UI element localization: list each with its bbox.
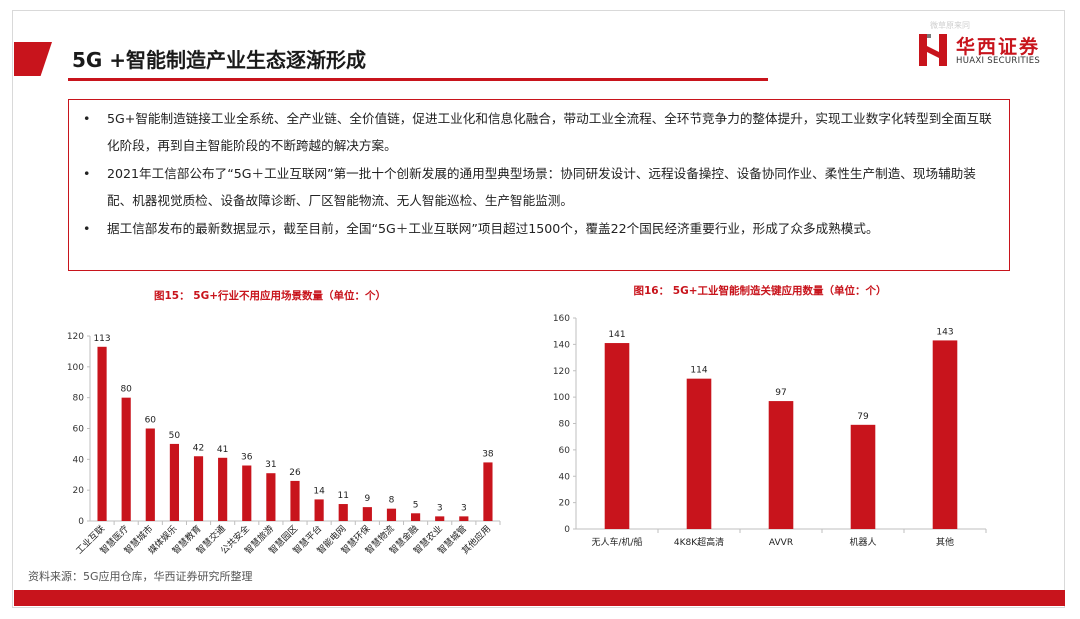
data-label: 143 [936,327,953,337]
data-label: 5 [413,500,419,510]
y-tick-label: 40 [73,455,85,465]
bar [768,401,794,529]
brand-logo: 华西证券 HUAXI SECURITIES [918,32,1068,72]
bullet-text: 5G+智能制造链接工业全系统、全产业链、全价值链，促进工业化和信息化融合，带动工… [107,111,992,153]
bullet-text: 2021年工信部公布了“5G＋工业互联网”第一批十个创新发展的通用型典型场景：协… [107,166,976,208]
page-title: 5G +智能制造产业生态逐渐形成 [72,48,367,72]
bar [218,457,228,521]
y-tick-label: 160 [553,314,570,324]
bar [290,480,300,521]
data-label: 26 [289,468,301,478]
bullet-marker: • [83,166,91,181]
summary-box: • 5G+智能制造链接工业全系统、全产业链、全价值链，促进工业化和信息化融合，带… [68,99,1010,271]
bar [338,504,348,521]
y-tick-label: 80 [559,420,571,430]
watermark-text: 微草原来同 [930,21,970,30]
data-label: 60 [145,416,157,426]
bar [850,424,876,529]
bar [193,456,204,521]
data-label: 11 [338,491,349,501]
x-tick-label: 机器人 [849,536,876,548]
bar [483,462,493,521]
bar [314,499,324,521]
data-label: 38 [482,449,494,459]
bar [604,343,630,529]
y-tick-label: 80 [73,394,85,404]
y-tick-label: 20 [73,486,85,496]
bar [362,507,372,521]
chart-title: 图16： 5G+工业智能制造关键应用数量（单位：个） [634,284,887,297]
y-tick-label: 120 [67,332,84,342]
data-label: 3 [461,503,467,513]
chart-key-applications: 图16： 5G+工业智能制造关键应用数量（单位：个） 0 20 40 60 80 100 12… [553,284,987,548]
title-accent-block [14,42,52,76]
brand-name-cn: 华西证券 [956,36,1041,58]
y-tick-label: 20 [559,499,571,509]
source-note: 资料来源：5G应用仓库，华西证券研究所整理 [28,570,253,583]
bottom-bar [14,590,1065,606]
title-underline [68,78,768,81]
bar [121,397,131,521]
data-label: 114 [690,366,707,376]
bar [435,516,445,521]
y-tick-label: 100 [67,363,84,373]
bullet-item: • 2021年工信部公布了“5G＋工业互联网”第一批十个创新发展的通用型典型场景… [83,160,993,214]
bullet-marker: • [83,221,91,236]
bullet-item: • 据工信部发布的最新数据显示，截至目前，全国“5G＋工业互联网”项目超过150… [83,215,993,242]
data-label: 42 [193,443,204,453]
y-tick-label: 60 [559,446,571,456]
bar [459,516,469,521]
bullet-item: • 5G+智能制造链接工业全系统、全产业链、全价值链，促进工业化和信息化融合，带… [83,105,993,159]
y-tick-label: 0 [564,525,570,535]
bullet-text: 据工信部发布的最新数据显示，截至目前，全国“5G＋工业互联网”项目超过1500个… [107,221,879,236]
data-label: 113 [93,334,110,344]
y-tick-label: 100 [553,393,570,403]
x-tick-label: 4K8K超高清 [674,536,724,548]
bar [411,513,421,521]
data-label: 41 [217,445,228,455]
data-label: 141 [608,330,625,340]
chart-title: 图15： 5G+行业不用应用场景数量（单位：个） [154,289,386,302]
data-label: 36 [241,453,253,463]
bar [686,378,712,529]
data-label: 97 [775,388,786,398]
data-label: 14 [313,486,325,496]
slide-frame [12,10,1065,608]
bar [97,346,107,521]
chart-industry-scenarios: 图15： 5G+行业不用应用场景数量（单位：个） 0 20 40 60 80 100 120 1… [67,289,501,557]
y-tick-label: 60 [73,425,85,435]
bar [386,508,397,521]
y-tick-label: 140 [553,340,570,350]
bar [266,473,276,521]
y-tick-label: 40 [559,472,571,482]
data-label: 9 [364,494,370,504]
data-label: 3 [437,503,443,513]
data-label: 50 [169,431,181,441]
bar [932,340,958,529]
title-bar: 5G +智能制造产业生态逐渐形成 [14,38,774,82]
brand-name-en: HUAXI SECURITIES [956,56,1041,66]
bar [169,443,179,521]
huaxi-logo-icon [919,34,947,66]
x-tick-label: AVVR [769,538,793,548]
data-label: 79 [857,412,869,422]
bar [145,428,155,521]
bullet-marker: • [83,111,91,126]
data-label: 8 [389,496,395,506]
bar [242,465,252,521]
data-label: 31 [265,460,276,470]
y-tick-label: 120 [553,367,570,377]
x-tick-label: 无人车/机/船 [591,536,642,548]
data-label: 80 [120,385,132,395]
x-tick-label: 其他 [936,536,954,548]
y-tick-label: 0 [78,517,84,527]
